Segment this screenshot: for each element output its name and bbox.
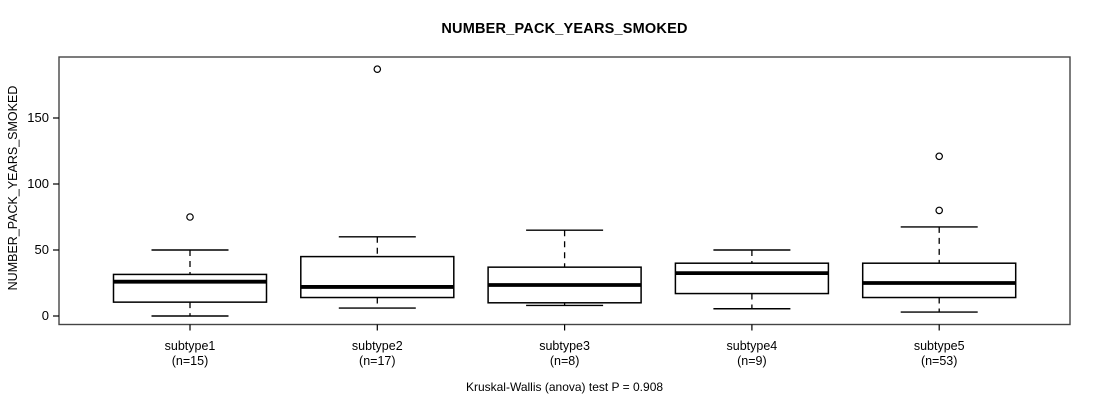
group-name: subtype4 [726,339,778,353]
y-tick-label: 100 [27,176,49,191]
group-sample-size: (n=9) [737,353,767,368]
group-name: subtype3 [539,339,590,353]
chart-title: NUMBER_PACK_YEARS_SMOKED [441,21,688,37]
x-group-label: subtype2 (n=17) [287,339,467,368]
group-name: subtype2 [351,339,403,353]
outlier-point [373,65,382,73]
group-name: subtype1 [164,339,216,353]
iqr-box [112,273,268,303]
statistical-test-footnote: Kruskal-Wallis (anova) test P = 0.908 [465,380,664,394]
x-group-label: subtype4 (n=9) [662,339,842,368]
x-group-label: subtype5 (n=53) [849,339,1029,368]
group-sample-size: (n=8) [549,353,580,368]
iqr-box [674,262,830,295]
group-name: subtype5 [913,339,965,353]
outlier-point [186,213,194,221]
group-sample-size: (n=53) [920,353,958,368]
x-group-label: subtype3 (n=8) [475,339,655,368]
iqr-box [300,255,455,299]
iqr-box [861,262,1017,299]
y-tick-label: 150 [27,110,49,125]
group-sample-size: (n=15) [171,353,209,368]
group-sample-size: (n=17) [359,353,396,368]
y-tick-label: 0 [41,308,49,323]
x-group-label: subtype1 (n=15) [100,339,280,368]
outlier-point [935,206,944,215]
outlier-point [935,152,944,161]
y-tick-label: 50 [34,242,49,257]
